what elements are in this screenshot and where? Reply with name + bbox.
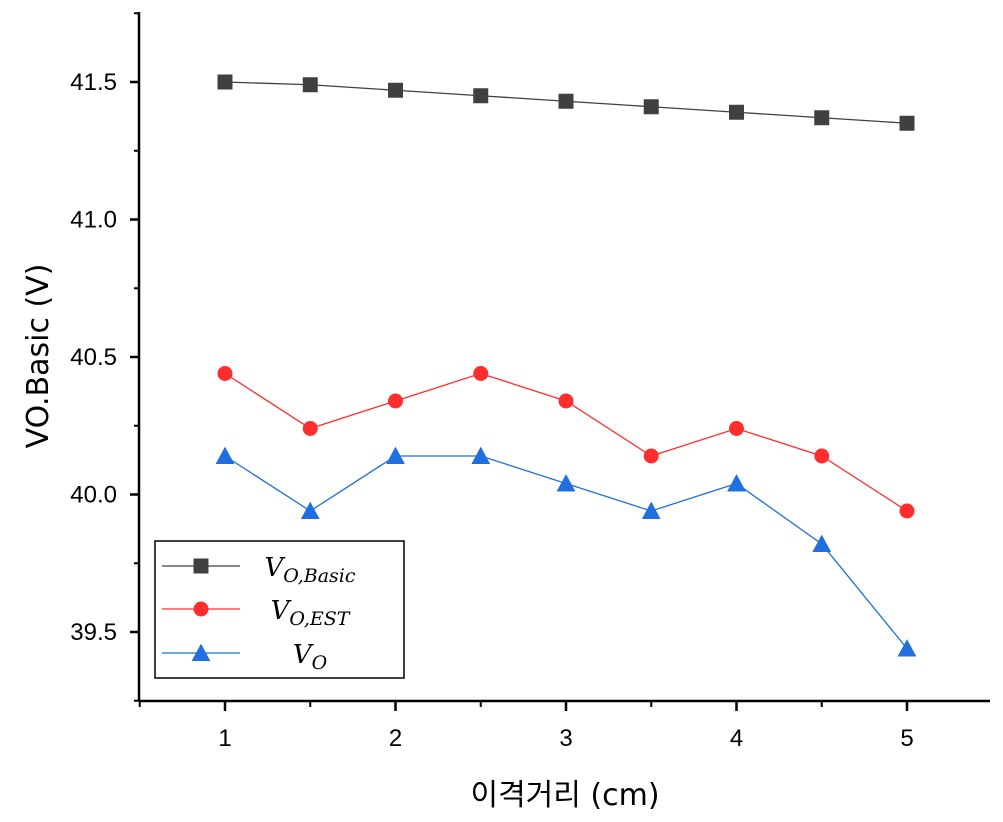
triangle-marker — [812, 534, 832, 552]
triangle-marker — [215, 446, 235, 464]
square-marker — [302, 77, 318, 93]
square-marker — [217, 74, 233, 90]
legend-square-marker — [193, 558, 209, 574]
x-tick-label: 2 — [389, 725, 402, 752]
circle-marker — [217, 366, 233, 381]
y-tick-label: 40.0 — [70, 482, 117, 509]
x-ticks: 1 2 3 4 5 — [138, 701, 914, 752]
series-0 — [217, 74, 915, 131]
triangle-marker — [300, 501, 320, 519]
legend-triangle-marker — [191, 643, 211, 661]
triangle-marker — [897, 639, 917, 657]
legend-entry: VO,Basic — [162, 553, 356, 587]
series-layer — [215, 74, 917, 657]
x-tick-label: 4 — [730, 725, 743, 752]
square-marker — [899, 115, 915, 131]
circle-marker — [643, 448, 659, 464]
triangle-marker — [556, 474, 576, 492]
triangle-marker — [471, 446, 491, 464]
legend-circle-marker — [193, 601, 209, 617]
square-marker — [729, 104, 744, 120]
x-tick-label: 3 — [559, 725, 572, 752]
y-tick-label: 41.0 — [70, 207, 117, 234]
series-2 — [215, 446, 917, 657]
triangle-marker — [641, 501, 661, 519]
x-axis-title: 이격거리 (cm) — [470, 778, 659, 813]
square-marker — [643, 99, 659, 115]
legend-entry: VO,EST — [162, 596, 351, 630]
legend-label: VO,Basic — [264, 553, 355, 587]
y-tick-label: 39.5 — [70, 619, 117, 646]
series-1 — [217, 366, 915, 519]
circle-marker — [814, 448, 830, 464]
square-marker — [558, 93, 574, 109]
legend-label: VO — [293, 640, 328, 674]
square-marker — [814, 110, 830, 126]
x-tick-label: 1 — [218, 725, 231, 752]
legend-entry: VO — [162, 640, 328, 674]
circle-marker — [302, 421, 318, 436]
circle-marker — [473, 366, 489, 381]
square-marker — [388, 82, 403, 98]
y-tick-label: 40.5 — [70, 344, 117, 371]
circle-marker — [899, 503, 915, 519]
y-axis-title: VO.Basic (V) — [21, 264, 56, 449]
circle-marker — [558, 393, 574, 409]
x-tick-label: 5 — [900, 725, 913, 752]
legend-label: VO,EST — [271, 596, 351, 630]
circle-marker — [388, 393, 403, 409]
triangle-marker — [727, 474, 746, 492]
triangle-marker — [386, 446, 405, 464]
circle-marker — [729, 421, 744, 436]
square-marker — [473, 88, 489, 104]
y-tick-label: 41.5 — [70, 69, 117, 96]
legend: VO,Basic VO,EST VO — [154, 540, 405, 679]
y-ticks: 39.5 40.0 40.5 41.0 41.5 — [70, 12, 139, 702]
